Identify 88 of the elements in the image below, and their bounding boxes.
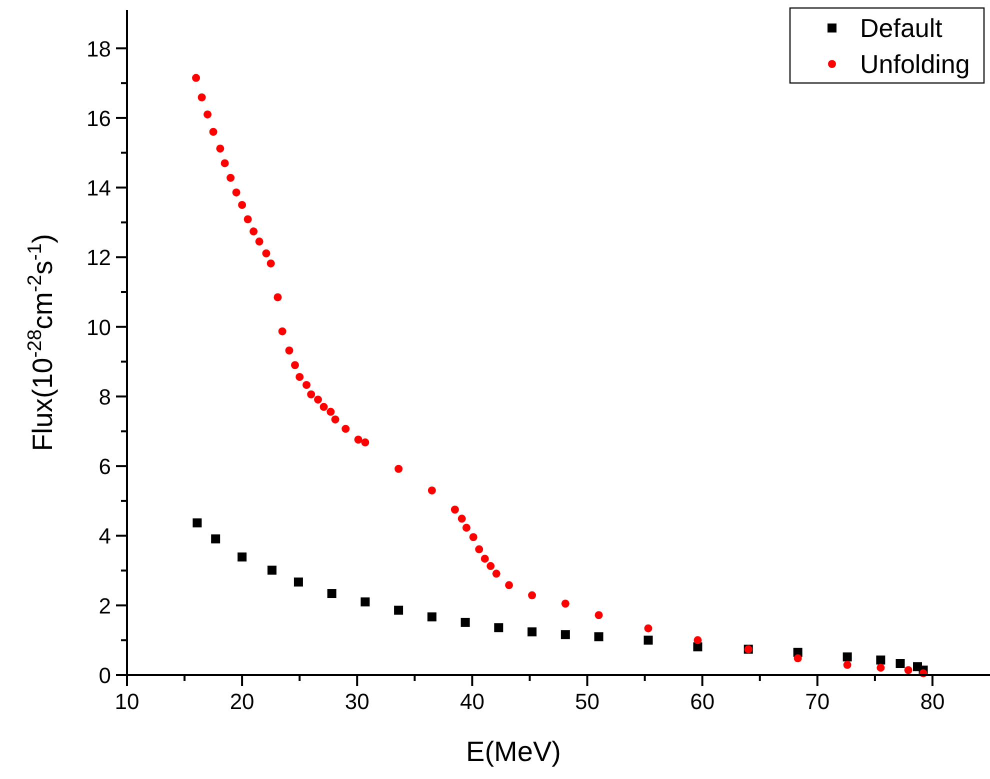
point bbox=[492, 570, 500, 578]
point bbox=[494, 623, 504, 632]
point bbox=[266, 259, 275, 268]
point bbox=[486, 562, 495, 570]
point bbox=[294, 578, 303, 587]
x-tick-label: 20 bbox=[230, 689, 254, 714]
point bbox=[480, 554, 489, 563]
x-tick-label: 50 bbox=[575, 689, 600, 714]
y-tick-label: 18 bbox=[86, 36, 111, 62]
y-tick-label: 16 bbox=[86, 106, 111, 131]
point bbox=[458, 514, 466, 523]
point bbox=[204, 110, 212, 118]
point bbox=[560, 630, 570, 640]
point bbox=[561, 600, 570, 608]
point bbox=[244, 215, 252, 224]
y-tick-label: 14 bbox=[86, 176, 111, 201]
x-tick-label: 30 bbox=[344, 689, 370, 714]
point bbox=[361, 438, 370, 446]
point bbox=[302, 380, 311, 389]
point bbox=[290, 361, 299, 370]
point bbox=[274, 293, 282, 302]
x-tick-label: 70 bbox=[805, 689, 830, 714]
point bbox=[842, 652, 852, 662]
x-tick-label: 10 bbox=[114, 689, 140, 714]
point bbox=[427, 612, 436, 622]
point bbox=[904, 666, 912, 674]
point bbox=[220, 159, 229, 168]
point bbox=[528, 627, 537, 636]
point bbox=[644, 624, 652, 632]
point bbox=[211, 534, 220, 544]
point bbox=[326, 408, 335, 416]
y-tick-label: 2 bbox=[98, 593, 111, 618]
point bbox=[528, 591, 536, 600]
point bbox=[460, 618, 470, 627]
legend-label: Default bbox=[860, 13, 944, 43]
y-tick-label: 0 bbox=[98, 663, 111, 688]
point bbox=[216, 144, 224, 153]
point bbox=[262, 249, 270, 258]
point bbox=[342, 424, 350, 433]
point bbox=[694, 636, 702, 644]
x-tick-label: 80 bbox=[920, 689, 945, 714]
point bbox=[594, 632, 604, 642]
point bbox=[250, 227, 258, 236]
x-axis-title: E(MeV) bbox=[466, 736, 561, 767]
x-tick-label: 60 bbox=[690, 689, 715, 714]
y-tick-label: 12 bbox=[86, 245, 111, 270]
point bbox=[255, 238, 264, 246]
point bbox=[693, 642, 702, 652]
y-tick-label: 6 bbox=[98, 454, 111, 480]
point bbox=[876, 656, 886, 665]
point bbox=[394, 464, 403, 473]
point bbox=[450, 506, 459, 514]
point bbox=[794, 654, 802, 662]
point bbox=[192, 74, 200, 82]
point bbox=[285, 346, 294, 355]
point bbox=[644, 636, 653, 645]
point bbox=[469, 533, 478, 542]
point bbox=[428, 486, 436, 494]
point bbox=[192, 518, 202, 528]
point bbox=[331, 415, 340, 424]
point bbox=[360, 597, 370, 606]
point bbox=[238, 552, 247, 562]
point bbox=[896, 659, 905, 668]
y-tick-label: 4 bbox=[98, 524, 111, 549]
point bbox=[226, 174, 235, 182]
point bbox=[232, 188, 240, 196]
legend-label: Unfolding bbox=[860, 49, 970, 79]
point bbox=[209, 128, 218, 136]
point bbox=[307, 390, 316, 398]
point bbox=[320, 402, 328, 411]
point bbox=[314, 396, 322, 404]
point bbox=[594, 611, 603, 620]
point bbox=[505, 581, 514, 590]
point bbox=[843, 660, 852, 669]
point bbox=[267, 566, 276, 575]
point bbox=[238, 200, 246, 209]
point bbox=[278, 327, 286, 336]
point bbox=[296, 372, 304, 381]
point bbox=[462, 524, 470, 532]
point bbox=[475, 545, 484, 554]
point bbox=[327, 589, 336, 598]
x-tick-label: 40 bbox=[460, 689, 484, 714]
point bbox=[354, 436, 362, 444]
point bbox=[198, 93, 206, 102]
point bbox=[876, 664, 885, 672]
y-tick-label: 8 bbox=[98, 384, 111, 410]
y-tick-label: 10 bbox=[86, 314, 111, 340]
point bbox=[394, 606, 404, 615]
